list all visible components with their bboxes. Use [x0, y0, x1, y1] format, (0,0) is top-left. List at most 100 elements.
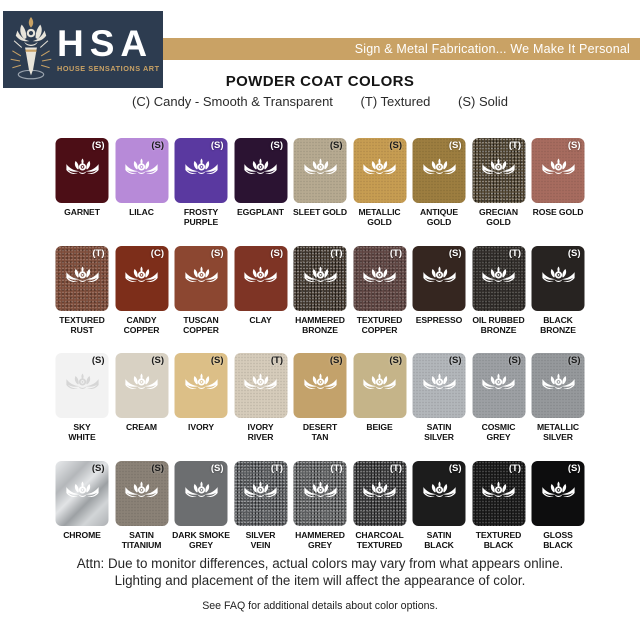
finish-code: (S) [91, 355, 105, 366]
color-swatch: (S) [174, 353, 228, 418]
color-swatch: (T) [472, 138, 525, 203]
legend-item-textured: (T) Textured [361, 94, 431, 109]
color-swatch: (S) [412, 460, 466, 526]
logo-acronym: HSA [57, 22, 154, 64]
color-swatch: (S) [55, 353, 109, 418]
legend-code: (C) [132, 94, 151, 109]
color-swatch: (S) [412, 353, 466, 418]
swatch-cell-eggplant: (S) EGGPLANT [234, 138, 287, 246]
color-swatch: (C) [115, 245, 168, 311]
color-swatch: (S) [531, 460, 585, 526]
legend-code: (S) [458, 94, 476, 109]
finish-code: (S) [567, 140, 581, 151]
finish-code: (S) [448, 247, 462, 259]
lotus-icon [125, 481, 158, 497]
swatch-label: HAMMERED GREY [295, 529, 345, 550]
swatch-label: SLEET GOLD [293, 207, 347, 217]
logo-text: HSA HOUSE SENSATIONS ART [57, 22, 160, 74]
swatch-label: ANTIQUE GOLD [420, 207, 458, 228]
swatch-label: OIL RUBBED BRONZE [472, 314, 525, 335]
color-swatch: (S) [115, 460, 168, 526]
finish-code: (T) [508, 247, 521, 259]
finish-code: (T) [508, 462, 521, 474]
finish-legend: (C) Candy - Smooth & Transparent (T) Tex… [0, 94, 640, 109]
legend-code: (T) [360, 94, 378, 109]
swatch-label: ESPRESSO [415, 314, 463, 325]
lotus-icon [125, 373, 158, 389]
color-swatch: (S) [412, 245, 466, 311]
lotus-icon [422, 266, 456, 282]
swatch-cell-espresso: (S) ESPRESSO [412, 245, 466, 354]
swatch-label: SATIN BLACK [424, 529, 454, 550]
lotus-icon [541, 373, 575, 389]
swatch-cell-ivory-river: (T) IVORY RIVER [234, 353, 287, 461]
swatch-cell-metallic-silver: (S) METALLIC SILVER [531, 353, 585, 461]
lotus-icon [184, 266, 218, 282]
lotus-icon [125, 266, 158, 282]
color-swatch: (S) [531, 353, 585, 418]
swatch-label: IVORY RIVER [247, 422, 274, 443]
tagline-banner: Sign & Metal Fabrication... We Make It P… [160, 38, 640, 60]
finish-code: (C) [150, 247, 164, 259]
swatch-label: FROSTY PURPLE [183, 207, 219, 228]
swatch-label: DESERT TAN [302, 422, 338, 443]
swatch-label: IVORY [188, 422, 214, 432]
finish-code: (S) [389, 355, 402, 366]
finish-code: (S) [508, 355, 521, 366]
lotus-icon [541, 481, 575, 497]
lotus-icon [65, 158, 99, 174]
page-title: POWDER COAT COLORS [225, 73, 415, 90]
swatch-cell-metallic-gold: (S) METALLIC GOLD [353, 138, 406, 246]
swatch-cell-grecian-gold: (T) GRECIAN GOLD [472, 138, 525, 246]
swatch-label: SATIN SILVER [424, 422, 454, 443]
finish-code: (S) [270, 140, 283, 151]
color-swatch: (S) [293, 138, 347, 203]
lotus-icon [303, 373, 337, 389]
lotus-icon [244, 373, 277, 389]
finish-code: (T) [389, 462, 402, 474]
lotus-icon [125, 158, 158, 174]
swatch-label: BLACK BRONZE [540, 314, 576, 335]
color-swatch: (S) [353, 138, 406, 203]
lotus-icon [184, 158, 218, 174]
logo-subtitle: HOUSE SENSATIONS ART [57, 64, 160, 74]
swatch-cell-textured-copper: (T) TEXTURED COPPER [353, 245, 406, 354]
swatch-label: BEIGE [366, 422, 393, 432]
swatch-cell-frosty-purple: (S) FROSTY PURPLE [174, 138, 228, 246]
color-swatch: (T) [234, 353, 287, 418]
lotus-icon [363, 158, 396, 174]
swatch-cell-silver-vein: (T) SILVER VEIN [234, 460, 287, 569]
swatch-label: TEXTURED RUST [59, 314, 105, 335]
finish-code: (S) [210, 462, 224, 474]
finish-code: (T) [330, 462, 343, 474]
finish-code: (S) [151, 140, 164, 151]
swatch-label: GARNET [64, 207, 100, 217]
color-swatch: (T) [293, 460, 347, 526]
swatch-label: SILVER VEIN [245, 529, 276, 550]
lotus-icon [303, 481, 337, 497]
legend-item-candy: (C) Candy - Smooth & Transparent [132, 94, 333, 109]
swatch-cell-desert-tan: (S) DESERT TAN [293, 353, 347, 461]
lotus-icon [482, 158, 515, 174]
legend-label: Textured [380, 94, 431, 109]
finish-code: (T) [92, 247, 105, 259]
finish-code: (S) [151, 462, 164, 474]
swatch-label: HAMMERED BRONZE [295, 314, 345, 335]
swatch-cell-sky-white: (S) SKY WHITE [55, 353, 109, 461]
swatch-cell-dark-smoke-grey: (S) DARK SMOKE GREY [172, 460, 230, 569]
finish-code: (S) [329, 355, 343, 366]
swatch-label: ROSE GOLD [532, 207, 584, 217]
finish-code: (T) [508, 140, 521, 151]
color-swatch: (S) [353, 353, 406, 418]
finish-code: (S) [389, 140, 402, 151]
swatch-label: EGGPLANT [237, 207, 284, 217]
swatch-cell-antique-gold: (S) ANTIQUE GOLD [412, 138, 466, 246]
lotus-icon [363, 373, 396, 389]
legend-item-solid: (S) Solid [458, 94, 508, 109]
swatch-cell-ivory: (S) IVORY [174, 353, 228, 461]
color-swatch: (S) [234, 245, 287, 311]
swatch-cell-clay: (S) CLAY [234, 245, 287, 354]
swatch-cell-gloss-black: (S) GLOSS BLACK [531, 460, 585, 569]
swatch-cell-textured-rust: (T) TEXTURED RUST [55, 245, 109, 354]
